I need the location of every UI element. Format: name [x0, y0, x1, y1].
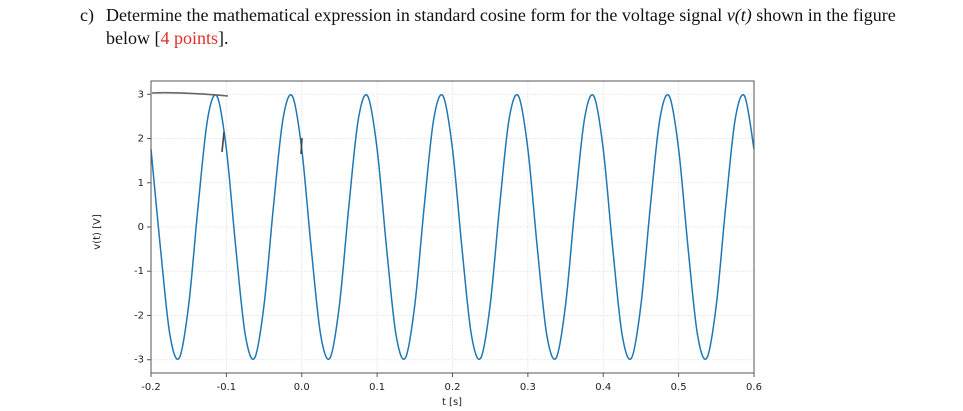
question: c) Determine the mathematical expression… — [80, 4, 940, 48]
x-tick-label: -0.1 — [217, 382, 237, 393]
text: Determine the mathematical expression in… — [106, 5, 727, 25]
pen-mark — [221, 131, 225, 153]
y-tick-label: -2 — [134, 310, 144, 321]
question-text: Determine the mathematical expression in… — [106, 4, 936, 50]
y-tick-label: -1 — [134, 266, 144, 277]
y-tick-label: -3 — [134, 355, 144, 366]
y-axis-label: v(t) [V] — [92, 214, 103, 250]
y-tick-label: 0 — [138, 222, 144, 233]
pen-mark — [151, 91, 229, 97]
x-axis-label: t [s] — [442, 397, 462, 408]
x-tick-label: 0.5 — [671, 382, 687, 393]
x-tick-label: -0.2 — [141, 382, 161, 393]
x-tick-label: 0.0 — [294, 382, 310, 393]
y-tick-label: 2 — [138, 134, 144, 145]
x-tick-label: 0.2 — [445, 382, 461, 393]
x-tick-label: 0.3 — [520, 382, 536, 393]
math: v(t) — [726, 5, 752, 25]
text: ]. — [218, 28, 229, 48]
x-tick-label: 0.1 — [369, 382, 385, 393]
signal-line — [150, 94, 755, 360]
series — [150, 94, 755, 360]
x-tick-label: 0.6 — [746, 382, 762, 393]
pen-mark — [300, 137, 303, 155]
text: shown in the figure below [ — [106, 5, 896, 48]
y-tick-label: 1 — [138, 178, 144, 189]
y-tick-label: 3 — [138, 89, 144, 100]
points: 4 points — [160, 28, 218, 48]
question-label: c) — [80, 5, 94, 25]
x-tick-label: 0.4 — [595, 382, 611, 393]
